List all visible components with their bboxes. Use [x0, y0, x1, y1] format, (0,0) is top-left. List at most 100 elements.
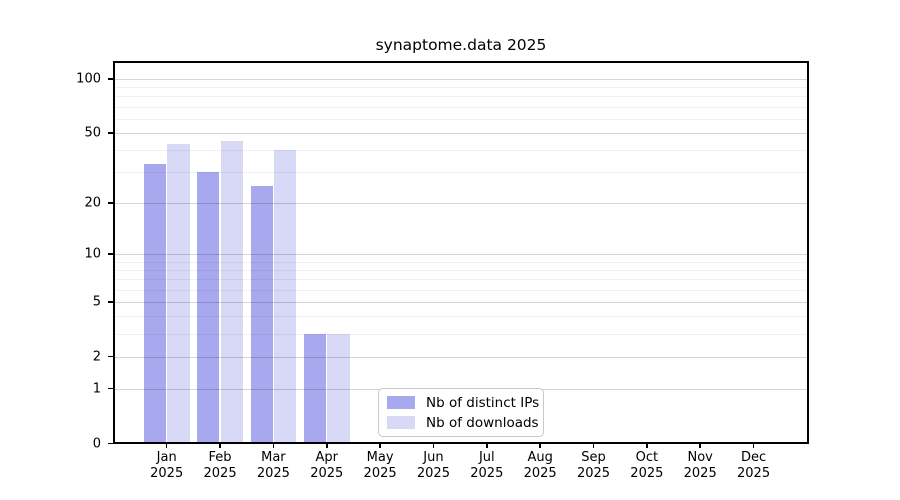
- y-tick-mark: [108, 132, 113, 134]
- x-tick-mark: [752, 443, 755, 448]
- bars-layer: [113, 61, 809, 444]
- gridline-major: [113, 356, 809, 358]
- plot-area: [113, 61, 809, 444]
- x-tick-mark: [699, 443, 701, 448]
- x-tick-month: Nov: [687, 450, 713, 465]
- left-spine: [113, 61, 115, 444]
- x-tick-mark: [219, 443, 221, 448]
- gridline-minor: [113, 289, 809, 291]
- gridline-minor: [113, 106, 809, 108]
- bar-downloads-jan: [167, 144, 190, 443]
- y-tick-mark: [108, 78, 113, 80]
- chart-title: synaptome.data 2025: [375, 36, 547, 54]
- bar-downloads-apr: [327, 333, 350, 443]
- gridline-minor: [113, 269, 809, 271]
- x-tick-mark: [539, 443, 541, 448]
- y-tick-label: 50: [84, 125, 101, 141]
- x-tick-year: 2025: [576, 465, 611, 481]
- legend-label-downloads: Nb of downloads: [426, 414, 539, 431]
- y-tick-mark: [108, 253, 113, 255]
- grid-layer: [113, 61, 809, 444]
- x-tick-mark: [486, 443, 488, 448]
- x-tick-year: 2025: [416, 465, 450, 481]
- y-tick-mark: [108, 442, 113, 445]
- x-tick-month: Sep: [581, 450, 606, 465]
- x-tick-month: May: [366, 450, 394, 465]
- x-tick-mark: [646, 443, 648, 448]
- bar-distinct-ips-jan: [143, 164, 166, 443]
- y-tick-mark: [108, 387, 113, 390]
- y-tick-label: 10: [84, 246, 101, 262]
- legend-item-distinct-ips: Nb of distinct IPs: [387, 396, 539, 410]
- y-tick-label: 5: [92, 294, 101, 310]
- gridline-minor: [113, 261, 809, 263]
- gridline-major: [113, 202, 809, 204]
- y-tick-mark: [108, 202, 113, 204]
- bar-distinct-ips-apr: [303, 333, 327, 443]
- y-tick-mark: [108, 301, 113, 303]
- gridline-minor: [113, 333, 809, 335]
- gridline-major: [113, 254, 809, 256]
- x-tick-label: Dec 2025: [714, 450, 794, 481]
- x-tick-label: Jul 2025: [447, 450, 527, 481]
- x-tick-mark: [272, 443, 275, 448]
- legend-swatch-distinct-ips: [387, 396, 415, 409]
- bottom-spine: [113, 442, 809, 444]
- x-tick-month: Jun: [423, 450, 444, 465]
- x-tick-month: Feb: [208, 450, 232, 465]
- bar-distinct-ips-mar: [250, 185, 273, 443]
- right-spine: [807, 61, 809, 444]
- bar-downloads-mar: [274, 149, 297, 443]
- x-tick-year: 2025: [470, 465, 504, 481]
- x-tick-year: 2025: [630, 465, 664, 481]
- x-tick-year: 2025: [256, 465, 290, 481]
- x-tick-mark: [432, 443, 435, 448]
- x-tick-year: 2025: [363, 465, 397, 481]
- x-tick-year: 2025: [203, 465, 237, 481]
- top-spine: [113, 61, 809, 63]
- y-tick-label: 1: [92, 381, 101, 397]
- x-tick-month: Mar: [261, 450, 286, 465]
- x-tick-label: Mar 2025: [233, 450, 313, 481]
- y-tick-label: 0: [92, 436, 101, 451]
- gridline-minor: [113, 150, 809, 152]
- bar-downloads-feb: [220, 140, 243, 443]
- gridline-minor: [113, 316, 809, 318]
- x-tick-label: Sep 2025: [554, 450, 634, 481]
- x-tick-year: 2025: [150, 465, 184, 481]
- gridline-minor: [113, 279, 809, 281]
- x-tick-label: Feb 2025: [180, 450, 260, 481]
- x-tick-mark: [379, 443, 381, 448]
- x-tick-month: Jul: [478, 450, 495, 465]
- x-tick-label: Jun 2025: [393, 450, 473, 481]
- legend-item-downloads: Nb of downloads: [387, 416, 539, 430]
- x-tick-mark: [592, 443, 595, 448]
- x-tick-label: Jan 2025: [127, 450, 207, 481]
- y-tick-label: 20: [84, 195, 101, 211]
- gridline-minor: [113, 172, 809, 174]
- y-tick-mark: [108, 355, 113, 358]
- x-tick-label: May 2025: [340, 450, 420, 481]
- x-tick-year: 2025: [737, 465, 771, 481]
- x-tick-label: Aug 2025: [500, 450, 580, 481]
- legend: Nb of distinct IPs Nb of downloads: [378, 388, 544, 437]
- bar-distinct-ips-feb: [197, 171, 220, 443]
- gridline-minor: [113, 96, 809, 98]
- x-tick-year: 2025: [523, 465, 557, 481]
- x-tick-month: Oct: [635, 450, 659, 465]
- gridline-minor: [113, 87, 809, 89]
- y-tick-label: 2: [92, 349, 101, 365]
- x-tick-month: Jan: [156, 450, 177, 465]
- x-tick-month: Dec: [740, 450, 767, 465]
- x-tick-year: 2025: [683, 465, 717, 481]
- gridline-major: [113, 301, 809, 303]
- x-tick-label: Nov 2025: [660, 450, 740, 481]
- gridline-major: [113, 78, 809, 80]
- x-tick-mark: [165, 443, 168, 448]
- gridline-minor: [113, 118, 809, 120]
- x-tick-month: Aug: [527, 450, 553, 465]
- x-tick-mark: [326, 443, 328, 448]
- y-tick-label: 100: [76, 71, 101, 87]
- x-tick-year: 2025: [310, 465, 344, 481]
